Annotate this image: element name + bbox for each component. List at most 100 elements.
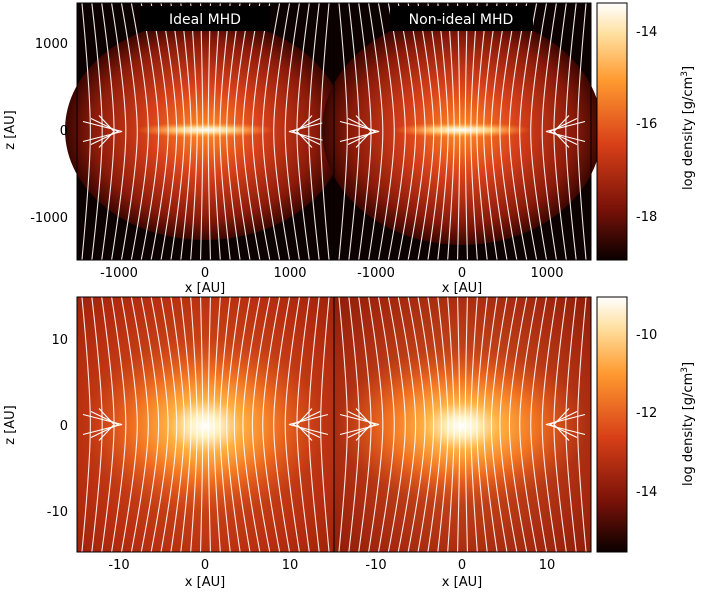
xtick-label: -1000	[357, 266, 395, 281]
field-line	[347, 118, 377, 145]
xtick-label: 0	[201, 266, 209, 281]
field-line	[190, 2, 198, 261]
field-line	[541, 2, 557, 261]
field-line	[447, 2, 455, 261]
field-line	[160, 296, 178, 553]
field-line	[347, 411, 377, 438]
field-line	[387, 296, 406, 553]
field-line	[541, 296, 557, 553]
ytick-label: 0	[60, 419, 68, 434]
field-line	[530, 2, 548, 261]
field-line	[233, 2, 251, 261]
field-line	[291, 411, 321, 438]
field-line	[170, 2, 185, 261]
field-line	[519, 2, 538, 261]
field-line	[284, 2, 300, 261]
field-line	[120, 2, 138, 261]
colorbar-top: -14 -16 -18 log density [g/cm3]	[596, 2, 696, 261]
field-line	[219, 296, 231, 553]
field-line	[91, 2, 103, 261]
field-line	[91, 296, 103, 553]
field-line	[296, 115, 313, 148]
field-line	[190, 296, 198, 553]
field-line	[273, 296, 291, 553]
colorbar-tick-label: -12	[636, 406, 657, 421]
panel-nonideal-top: Non-ideal MHD	[322, 2, 602, 261]
field-line	[577, 296, 587, 553]
colorbar-tick-label: -14	[636, 25, 657, 40]
field-line	[284, 296, 300, 553]
field-line	[98, 408, 115, 441]
density-core	[135, 122, 275, 138]
field-line	[180, 296, 192, 553]
field-line	[233, 296, 251, 553]
field-line	[470, 2, 478, 261]
panel-ideal-top: Ideal MHD	[65, 2, 345, 261]
field-line	[180, 2, 192, 261]
field-line	[111, 2, 127, 261]
colorbar-tick-label: -10	[636, 328, 657, 343]
field-line	[545, 413, 586, 436]
panel-nonideal-bottom	[334, 296, 591, 553]
xtick-label: 10	[539, 558, 556, 573]
field-lines	[81, 296, 330, 553]
field-line	[470, 296, 478, 553]
ytick-label: -10	[47, 505, 68, 520]
field-line	[565, 296, 577, 553]
field-line	[508, 296, 528, 553]
field-line	[355, 115, 372, 148]
field-line	[308, 2, 320, 261]
colorbar-bottom: -10 -12 -14 log density [g/cm3]	[596, 296, 696, 553]
field-line	[288, 120, 329, 143]
panel-title-ideal: Ideal MHD	[169, 12, 241, 28]
field-line	[273, 2, 291, 261]
field-line	[464, 2, 468, 261]
field-line	[130, 2, 149, 261]
field-line	[348, 2, 360, 261]
field-line	[427, 2, 442, 261]
field-line	[170, 296, 185, 553]
field-line	[308, 296, 320, 553]
field-line	[90, 411, 120, 438]
field-line	[288, 413, 329, 436]
colorbar-label: log density [g/cm3]	[680, 362, 696, 486]
y-axis-label: z [AU]	[3, 110, 18, 150]
field-line	[397, 296, 417, 553]
top-row: Ideal MHD Non-ideal MHD 1000 0 -1000 z […	[3, 2, 696, 296]
field-line	[457, 296, 461, 553]
field-line	[213, 296, 221, 553]
y-axis-label: z [AU]	[3, 405, 18, 445]
field-line	[530, 296, 548, 553]
panel-ideal-bottom	[77, 296, 334, 553]
field-line	[251, 296, 271, 553]
field-line	[577, 2, 587, 261]
field-line	[407, 296, 426, 553]
x-axis-label: x [AU]	[442, 575, 482, 590]
colorbar-tick-label: -14	[636, 485, 657, 500]
field-line	[553, 115, 570, 148]
field-line	[447, 296, 455, 553]
colorbar-tick-label: -18	[636, 210, 657, 225]
xtick-label: 0	[201, 558, 209, 573]
field-line	[226, 2, 241, 261]
field-line	[553, 408, 570, 441]
field-line	[81, 296, 91, 553]
field-line	[499, 296, 518, 553]
xtick-label: 0	[458, 558, 466, 573]
density-blob	[337, 346, 587, 506]
field-line	[545, 120, 586, 143]
field-line	[377, 2, 395, 261]
field-line	[82, 413, 123, 436]
xtick-label: -10	[365, 558, 386, 573]
field-line	[90, 118, 120, 145]
field-line	[417, 296, 435, 553]
field-line	[262, 296, 281, 553]
field-line	[368, 2, 384, 261]
field-line	[348, 296, 360, 553]
field-line	[519, 296, 538, 553]
field-line	[338, 2, 348, 261]
field-line	[355, 408, 372, 441]
field-line	[130, 296, 149, 553]
field-line	[200, 2, 204, 261]
colorbar-tick-label: -16	[636, 117, 657, 132]
